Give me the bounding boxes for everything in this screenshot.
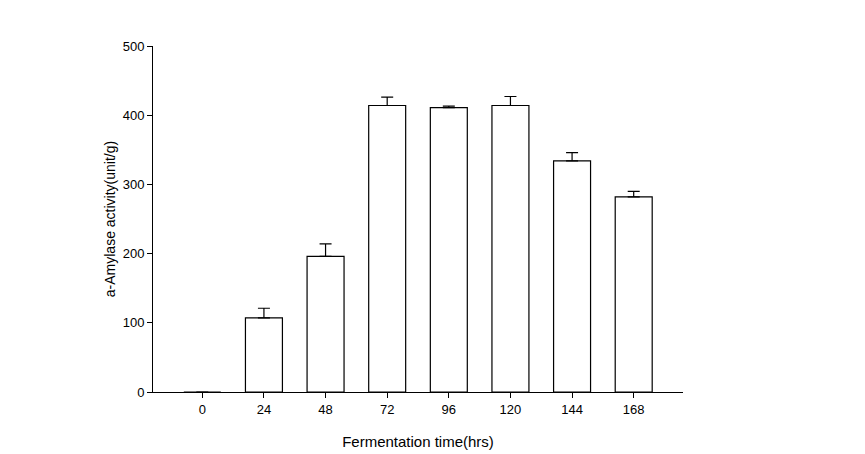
svg-text:168: 168 <box>623 402 645 417</box>
svg-text:48: 48 <box>318 402 332 417</box>
svg-text:0: 0 <box>137 385 144 400</box>
svg-text:200: 200 <box>123 246 145 261</box>
svg-text:24: 24 <box>257 402 271 417</box>
svg-text:a-Amylase activity(unit/g): a-Amylase activity(unit/g) <box>102 141 118 297</box>
svg-text:120: 120 <box>500 402 522 417</box>
svg-text:144: 144 <box>561 402 583 417</box>
svg-text:100: 100 <box>123 315 145 330</box>
svg-text:Fermentation time(hrs): Fermentation time(hrs) <box>342 433 494 450</box>
svg-text:0: 0 <box>199 402 206 417</box>
svg-text:96: 96 <box>442 402 456 417</box>
svg-text:300: 300 <box>123 177 145 192</box>
svg-text:500: 500 <box>123 39 145 54</box>
svg-text:400: 400 <box>123 108 145 123</box>
svg-text:72: 72 <box>380 402 394 417</box>
